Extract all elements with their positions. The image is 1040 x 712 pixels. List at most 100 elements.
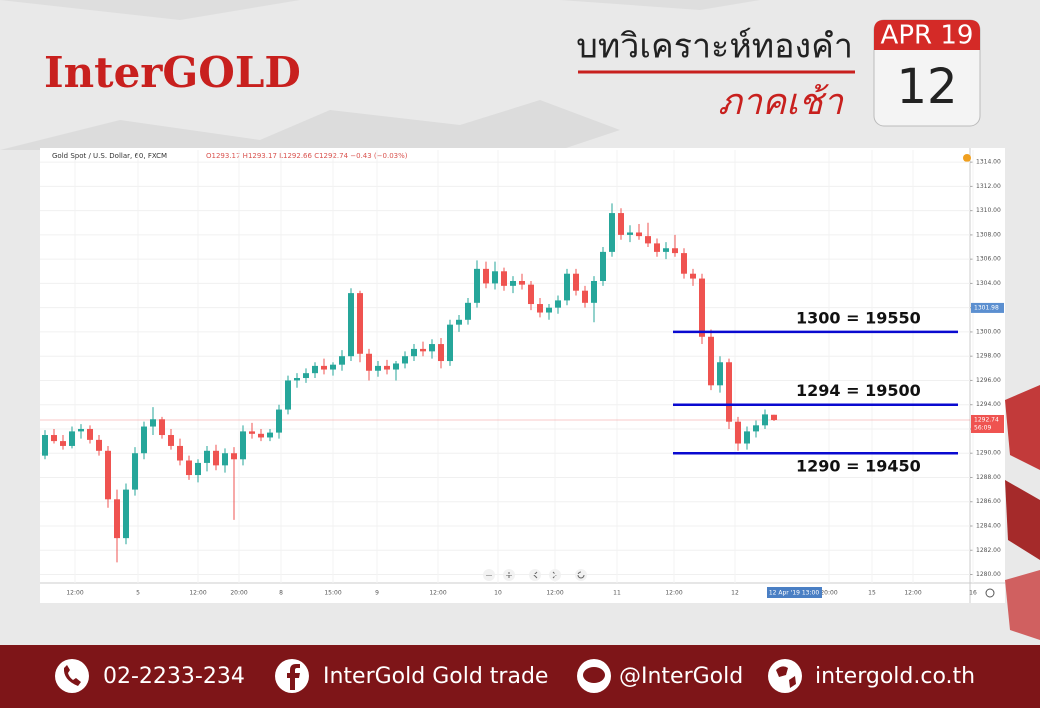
candle-body <box>96 439 102 451</box>
icon <box>287 664 300 690</box>
candle-body <box>213 450 219 466</box>
candle-body <box>591 280 597 303</box>
x-marker-box <box>767 587 822 598</box>
candle-body <box>510 280 516 286</box>
footer-line: @InterGold <box>619 664 743 689</box>
decor <box>1005 385 1040 470</box>
candle-body <box>618 213 624 235</box>
map-shape <box>0 0 760 20</box>
icon <box>577 571 585 579</box>
candle-body <box>195 462 201 476</box>
title: บทวิเคราะห์ทองคำ <box>576 27 853 67</box>
x-tick-label: 12:00 <box>429 590 446 597</box>
candle-body <box>654 243 660 252</box>
decor <box>1005 570 1040 640</box>
price-marker-label: 1292.74 <box>974 416 999 423</box>
candle-body <box>60 441 66 446</box>
y-tick-label: 1298.00 <box>976 353 1001 360</box>
candle-body <box>87 428 93 440</box>
calendar-month: APR 19 <box>881 21 974 51</box>
plot: 1280.00 1282.00 1284.00 1286.00 1288.00 1290.… <box>40 150 1004 598</box>
candle-body <box>285 380 291 410</box>
candle-body <box>582 290 588 303</box>
x-tick-label: 12:00 <box>66 590 83 597</box>
candle-body <box>411 348 417 357</box>
candle-body <box>78 428 84 432</box>
x-tick-label: 15:00 <box>324 590 341 597</box>
candle-body <box>690 273 696 279</box>
candle-body <box>546 307 552 313</box>
candle-body <box>51 435 57 442</box>
y-tick-label: 1312.00 <box>976 183 1001 190</box>
x-tick-label: 20:00 <box>820 590 837 597</box>
x-tick-label: 10 <box>494 590 502 597</box>
x-tick-label: 11 <box>613 590 621 597</box>
candle-body <box>519 280 525 285</box>
candle-body <box>564 273 570 301</box>
candle-body <box>699 278 705 337</box>
y-tick-label: 1306.00 <box>976 256 1001 263</box>
candle-body <box>348 293 354 357</box>
level-label: 1300 = 19550 <box>796 308 921 327</box>
candle-body <box>222 453 228 466</box>
level-label: 1294 = 19500 <box>796 381 921 400</box>
ohlc-text: O1293.17 H1293.17 L1292.66 C1292.74 −0.4… <box>206 152 408 160</box>
candle-body <box>303 373 309 379</box>
candle-body <box>636 232 642 237</box>
candle-body <box>69 431 75 446</box>
candle-body <box>420 348 426 352</box>
candle-body <box>375 365 381 371</box>
y-tick-label: 1296.00 <box>976 377 1001 384</box>
y-tick-label: 1290.00 <box>976 450 1001 457</box>
y-tick-label: 1286.00 <box>976 498 1001 505</box>
candle-body <box>672 248 678 254</box>
candle-body <box>231 453 237 460</box>
candle-body <box>771 414 777 420</box>
candle-body <box>105 450 111 500</box>
price-marker <box>971 302 1004 313</box>
subtitle: ภาคเช้า <box>718 82 845 123</box>
x-tick-label: 8 <box>279 590 283 597</box>
settings[interactable] <box>985 588 995 598</box>
candle-body <box>663 248 669 252</box>
candle-body <box>438 344 444 362</box>
icon <box>583 667 605 683</box>
candle-body <box>447 324 453 362</box>
icon <box>776 666 796 688</box>
y-tick-label: 1304.00 <box>976 280 1001 287</box>
calendar-header <box>874 20 980 50</box>
candle-body <box>276 409 282 433</box>
price-marker-label: 1301.98 <box>974 304 999 311</box>
candle-body <box>123 489 129 539</box>
x-tick-label: 12:00 <box>665 590 682 597</box>
candle-body <box>339 356 345 365</box>
y-tick-label: 1288.00 <box>976 474 1001 481</box>
candle-body <box>573 273 579 291</box>
footer-website: intergold.co.th <box>815 664 975 689</box>
candle-body <box>186 460 192 476</box>
y-tick-label: 1280.00 <box>976 571 1001 578</box>
candle-body <box>141 426 147 454</box>
candle-body <box>483 268 489 284</box>
candle-body <box>249 431 255 434</box>
candle-body <box>753 425 759 432</box>
candle-body <box>393 363 399 370</box>
candle-body <box>609 213 615 252</box>
y-tick-label: 1284.00 <box>976 522 1001 529</box>
candle-body <box>681 253 687 274</box>
candle-body <box>42 435 48 456</box>
y-tick-label: 1314.00 <box>976 159 1001 166</box>
candle-body <box>402 356 408 364</box>
icon <box>63 665 81 686</box>
candle-body <box>492 271 498 284</box>
x-tick-label: 20:00 <box>230 590 247 597</box>
chart-panel <box>40 148 1005 603</box>
candle-body <box>330 364 336 370</box>
x-tick-label: 9 <box>375 590 379 597</box>
map-shape <box>0 100 620 150</box>
candle-body <box>240 431 246 460</box>
candle-body <box>735 421 741 444</box>
x-tick-label: 12:00 <box>546 590 563 597</box>
x-tick-label: 12:00 <box>904 590 921 597</box>
